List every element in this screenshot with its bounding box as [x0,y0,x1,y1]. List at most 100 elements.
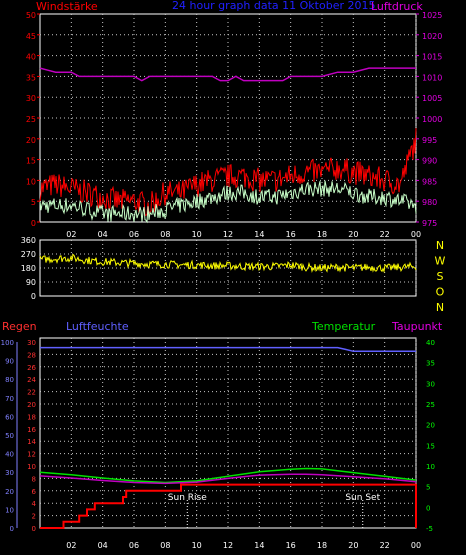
x-tick-label: 12 [223,230,233,239]
wind-tick-label: 45 [26,32,36,41]
wind-axis-title: Windstärke [36,0,98,13]
compass-label: W [435,255,446,268]
x-tick-label: 04 [98,541,108,550]
series-layer [39,67,417,224]
series-average-line [39,180,417,224]
rain-tick-label: 8 [32,475,36,483]
wind-y-ticks: 0 5 10 15 20 25 30 35 40 45 50 [26,11,40,228]
x-tick-label: 16 [286,541,296,550]
x-ticks: 02 04 06 08 10 12 14 16 18 20 22 00 [66,230,421,239]
legend-temperatur: Temperatur [311,320,376,333]
x-tick-label: 14 [254,230,264,239]
x-ticks: 02 04 06 08 10 12 14 16 18 20 22 00 [66,541,421,550]
annotations: Sun Rise Sun Set [168,493,381,528]
pressure-axis-title: Luftdruck [371,0,423,13]
x-tick-label: 20 [348,230,358,239]
x-tick-label: 12 [223,541,233,550]
x-tick-label: 16 [286,230,296,239]
temperature-tick-label: 20 [426,422,435,430]
rain-tick-label: 26 [27,364,36,372]
x-tick-label: 00 [411,230,421,239]
temperature-tick-label: 0 [426,504,430,512]
pressure-tick-label: 1015 [422,53,442,62]
compass-label: O [436,286,445,299]
x-tick-label: 10 [192,230,202,239]
temperature-tick-label: 40 [426,339,435,347]
rain-tick-label: 20 [27,401,36,409]
series-luftfeuchte-line [40,346,416,353]
pressure-tick-label: 985 [422,177,437,186]
compass-label: S [437,270,444,283]
x-tick-label: 04 [98,230,108,239]
temperature-tick-label: 35 [426,360,435,368]
chart-title: 24 hour graph data 11 Oktober 2015 [172,0,375,12]
temperature-tick-label: 10 [426,463,435,471]
x-tick-label: 08 [160,541,170,550]
humidity-tick-label: 50 [5,432,14,440]
series-layer [39,346,417,529]
wind-tick-label: 0 [31,219,36,228]
x-tick-label: 00 [411,541,421,550]
humidity-tick-label: 30 [5,469,14,477]
rain-tick-label: 22 [27,389,36,397]
series-layer [39,253,417,274]
wind-tick-label: 50 [26,11,36,20]
direction-y-ticks: 0 90 180 270 360 [21,236,36,301]
x-tick-label: 10 [192,541,202,550]
rain-tick-label: 12 [27,451,36,459]
temperature-tick-label: 15 [426,442,435,450]
rain-tick-label: 30 [27,339,36,347]
x-tick-label: 14 [254,541,264,550]
rain-tick-label: 2 [32,513,36,521]
pressure-tick-label: 990 [422,157,437,166]
wind-tick-label: 10 [26,177,36,186]
rain-tick-label: 18 [27,413,36,421]
humidity-tick-label: 70 [5,395,14,403]
humidity-tick-label: 90 [5,358,14,366]
legend-luftfeuchte: Luftfeuchte [66,320,129,333]
series-taupunkt-line [39,473,417,485]
pressure-tick-label: 995 [422,136,437,145]
series-regen-line [40,483,417,529]
rain-tick-label: 24 [27,376,36,384]
direction-tick-label: 270 [21,250,36,259]
x-tick-label: 02 [66,230,76,239]
humidity-tick-label: 60 [5,413,14,421]
x-tick-label: 06 [129,541,139,550]
x-tick-label: 18 [317,541,327,550]
rain-tick-label: 4 [32,500,37,508]
humidity-y-ticks: 0 10 20 30 40 50 60 70 80 90 100 [1,339,18,533]
pressure-tick-label: 1025 [422,11,442,20]
wind-tick-label: 40 [26,53,36,62]
series-gust-line [39,128,417,217]
x-tick-label: 22 [380,541,390,550]
pressure-y-ticks: 975 980 985 990 995 1000 1005 1010 1015 1020 1025 [416,11,442,228]
humidity-tick-label: 20 [5,488,14,496]
temperature-tick-label: 5 [426,484,430,492]
series-temperatur-line [39,467,417,484]
rain-tick-label: 28 [27,351,36,359]
x-tick-label: 02 [66,541,76,550]
wind-tick-label: 5 [31,198,36,207]
x-tick-label: 08 [160,230,170,239]
legend-taupunkt: Taupunkt [391,320,443,333]
series-pressure-line [39,67,416,82]
series-direction-line [39,253,417,274]
rain-tick-label: 6 [32,488,37,496]
wind-tick-label: 30 [26,94,36,103]
compass-label: N [436,301,444,314]
rain-tick-label: 0 [32,525,36,533]
wind-tick-label: 15 [26,157,36,166]
temperature-tick-label: 30 [426,380,435,388]
rain-tick-label: 16 [27,426,36,434]
x-tick-label: 06 [129,230,139,239]
pressure-tick-label: 1005 [422,94,442,103]
pressure-tick-label: 1000 [422,115,442,124]
x-tick-label: 18 [317,230,327,239]
